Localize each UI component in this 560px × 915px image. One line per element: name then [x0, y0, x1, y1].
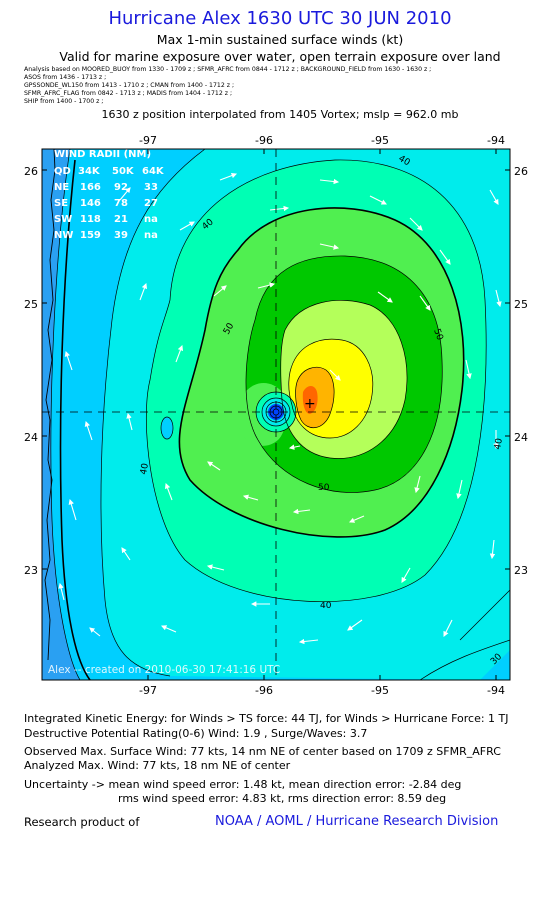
axis-ticks	[42, 149, 510, 680]
subtitle: Max 1-min sustained surface winds (kt)	[156, 32, 404, 47]
analyzed-max-text: Analyzed Max. Wind: 77 kts, 18 nm NE of …	[24, 759, 291, 772]
y-tick-label-right: 23	[514, 564, 528, 577]
observed-max-text: Observed Max. Surface Wind: 77 kts, 14 n…	[24, 745, 501, 758]
radii-cell: 146	[80, 198, 101, 209]
radii-cell: NE	[54, 182, 69, 193]
contour-label: 50	[318, 483, 330, 493]
radii-cell: SW	[54, 214, 72, 225]
fill-20-30-island	[161, 417, 173, 439]
source-line: ASOS from 1436 - 1713 z ;	[24, 74, 107, 81]
contour-label: 40	[493, 437, 505, 450]
radii-cell: na	[144, 214, 158, 225]
radii-cell: 159	[80, 230, 101, 241]
radii-cell: 39	[114, 230, 128, 241]
x-tick-label-top: -97	[139, 134, 157, 147]
position-note: 1630 z position interpolated from 1405 V…	[101, 108, 459, 121]
ike-text: Integrated Kinetic Energy: for Winds > T…	[24, 712, 509, 725]
radii-cell: 78	[114, 198, 128, 209]
plot-frame	[41, 148, 511, 681]
x-tick-label-bottom: -95	[371, 684, 389, 697]
uncertainty-text: Uncertainty -> mean wind speed error: 1.…	[24, 778, 462, 791]
radii-col-label: 50K	[112, 166, 135, 177]
radii-cell: na	[144, 230, 158, 241]
radii-cell: 21	[114, 214, 128, 225]
source-line: SFMR_AFRC_FLAG from 0842 - 1713 z ; MADI…	[24, 90, 233, 97]
contour-label: 50	[431, 328, 444, 342]
credit-text: Alex -- created on 2010-06-30 17:41:16 U…	[48, 664, 280, 676]
x-tick-label-bottom: -94	[487, 684, 505, 697]
dpr-text: Destructive Potential Rating(0-6) Wind: …	[24, 727, 368, 740]
radii-col-label: 64K	[142, 166, 165, 177]
x-tick-label-top: -95	[371, 134, 389, 147]
x-tick-label-top: -96	[255, 134, 273, 147]
source-line: GPSSONDE_WL150 from 1413 - 1710 z ; CMAN…	[24, 82, 235, 89]
coastline	[44, 149, 56, 661]
tick-labels: -97 -96 -95 -94 -97 -96 -95 -94 23 24 25…	[24, 134, 528, 697]
research-label: Research product of	[24, 815, 140, 829]
radii-table-header: WIND RADII (NM)	[54, 149, 151, 160]
max-wind-marker: +	[304, 396, 316, 412]
y-tick-label-right: 25	[514, 298, 528, 311]
source-line: SHIP from 1400 - 1700 z ;	[24, 98, 104, 105]
uncertainty-rms-text: rms wind speed error: 4.83 kt, rms direc…	[118, 792, 447, 805]
source-line: Analysis based on MOORED_BUOY from 1330 …	[24, 66, 432, 73]
radii-cell: 118	[80, 214, 101, 225]
radii-cell: NW	[54, 230, 73, 241]
radii-cell: 27	[144, 198, 158, 209]
valid-note: Valid for marine exposure over water, op…	[59, 49, 501, 64]
page-title: Hurricane Alex 1630 UTC 30 JUN 2010	[108, 8, 452, 29]
x-tick-label-bottom: -97	[139, 684, 157, 697]
contour-label: 40	[139, 462, 151, 475]
y-tick-label-left: 24	[24, 431, 38, 444]
radii-cell: 166	[80, 182, 101, 193]
y-tick-label-left: 23	[24, 564, 38, 577]
y-tick-label-left: 26	[24, 165, 38, 178]
wind-radii-table: WIND RADII (NM) QD 34K 50K 64K NE 166 92…	[54, 149, 165, 241]
contour-label: 40	[320, 601, 332, 611]
y-tick-label-right: 26	[514, 165, 528, 178]
wind-vectors	[58, 172, 502, 645]
radii-col-label: QD	[54, 166, 71, 177]
x-tick-label-bottom: -96	[255, 684, 273, 697]
radii-cell: 33	[144, 182, 158, 193]
wind-field-map: 40 40 50 50 40 40 50 40 30 + WIND RADII …	[24, 134, 528, 697]
radii-cell: 92	[114, 182, 128, 193]
organization-link[interactable]: NOAA / AOML / Hurricane Research Divisio…	[215, 814, 499, 829]
y-tick-label-right: 24	[514, 431, 528, 444]
radii-col-label: 34K	[78, 166, 101, 177]
x-tick-label-top: -94	[487, 134, 505, 147]
fill-gt100	[302, 386, 318, 414]
contour-lines-bold	[59, 159, 465, 680]
y-tick-label-left: 25	[24, 298, 38, 311]
radii-cell: SE	[54, 198, 68, 209]
